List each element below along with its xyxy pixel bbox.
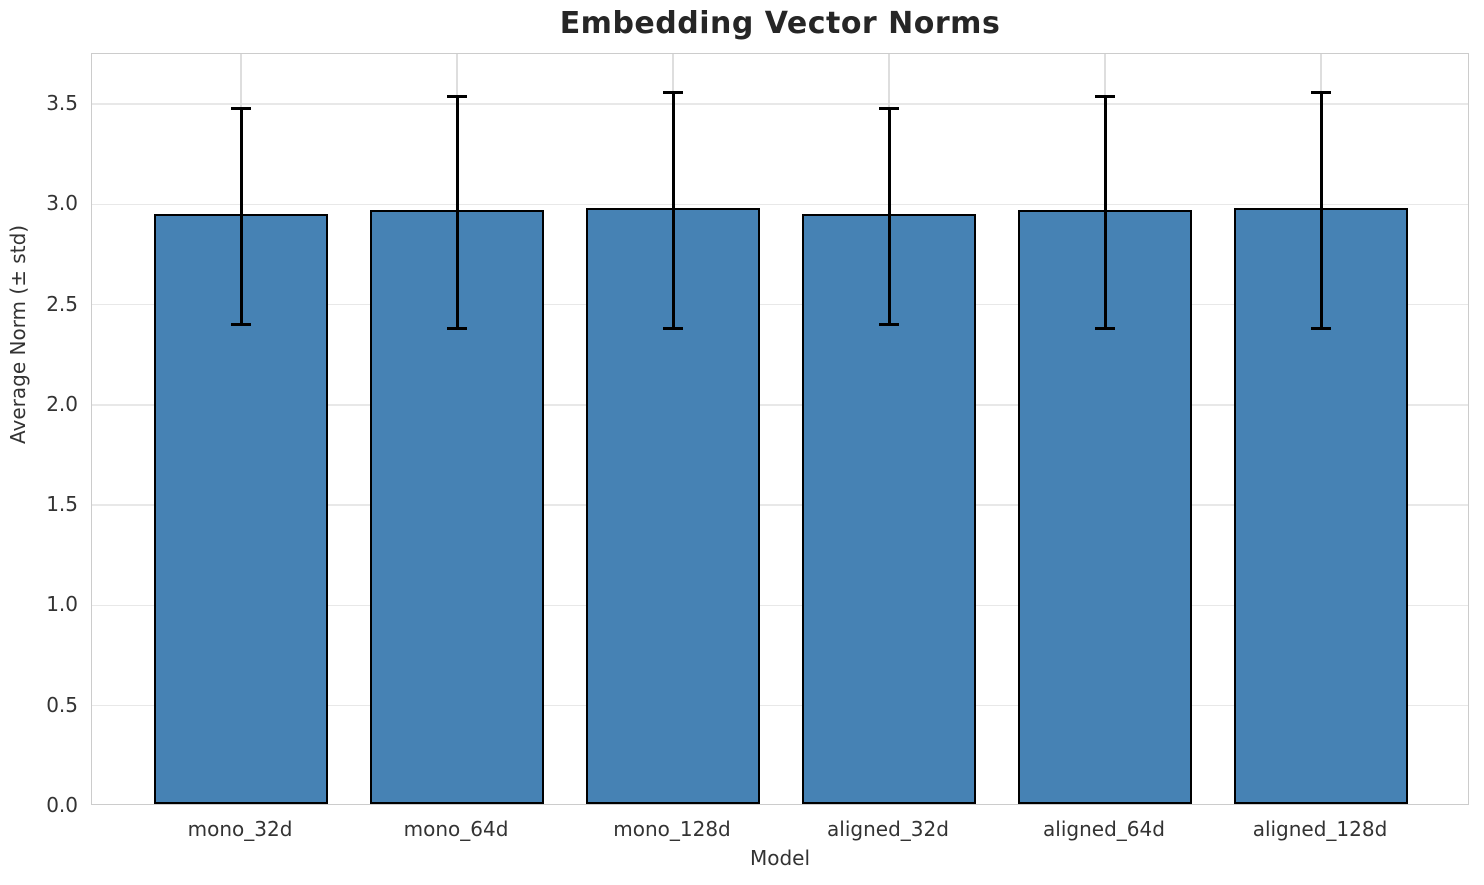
error-bar-cap-top (663, 90, 683, 94)
x-tick-label: aligned_32d (827, 817, 949, 841)
gridline-horizontal (92, 203, 1468, 206)
error-bar-cap-bottom (1311, 327, 1331, 331)
error-bar-line (239, 108, 243, 325)
y-tick-label: 0.5 (46, 692, 78, 717)
error-bar-cap-top (231, 106, 251, 110)
error-bar-line (1319, 92, 1323, 329)
error-bar-cap-bottom (663, 327, 683, 331)
x-tick-label: mono_64d (403, 817, 509, 841)
gridline-horizontal (92, 404, 1468, 406)
error-bar-line (671, 92, 675, 329)
error-bar-cap-top (1095, 94, 1115, 98)
x-tick-label: aligned_64d (1043, 817, 1165, 841)
chart-title: Embedding Vector Norms (559, 6, 1001, 41)
x-tick-label: aligned_128d (1252, 817, 1388, 841)
gridline-horizontal (92, 704, 1468, 707)
error-bar-line (455, 96, 459, 329)
error-bar-cap-top (447, 94, 467, 98)
error-bar-cap-bottom (879, 323, 899, 327)
error-bar-line (887, 108, 891, 325)
error-bar-line (1103, 96, 1107, 329)
x-tick-label: mono_128d (613, 817, 731, 841)
gridline-horizontal (92, 303, 1468, 306)
x-tick-label: mono_32d (187, 817, 293, 841)
gridline-horizontal (92, 604, 1468, 607)
error-bar-cap-top (1311, 90, 1331, 94)
y-tick-label: 3.0 (46, 191, 78, 216)
error-bar-cap-bottom (447, 327, 467, 331)
y-tick-label: 2.5 (46, 291, 78, 316)
y-tick-label: 2.0 (46, 391, 78, 416)
y-tick-label: 0.0 (46, 793, 78, 817)
gridline-horizontal (92, 103, 1468, 105)
error-bar-cap-bottom (231, 323, 251, 327)
gridline-horizontal (92, 504, 1468, 506)
plot-area (91, 53, 1469, 805)
y-tick-label: 3.5 (46, 91, 78, 116)
error-bar-cap-bottom (1095, 327, 1115, 331)
y-axis-label: Average Norm (± std) (6, 224, 30, 444)
y-tick-label: 1.0 (46, 592, 78, 617)
error-bar-cap-top (879, 106, 899, 110)
x-axis-label: Model (749, 846, 811, 870)
y-tick-label: 1.5 (46, 492, 78, 517)
